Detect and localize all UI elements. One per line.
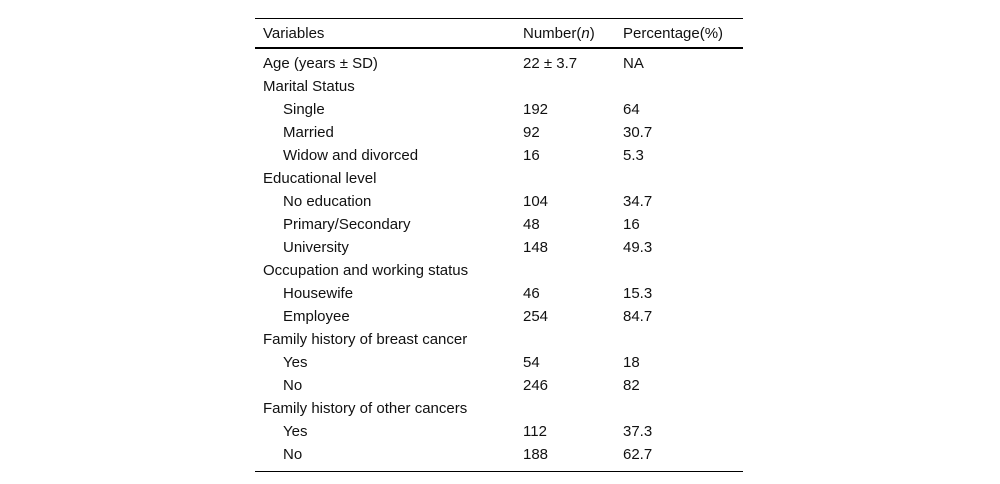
- cell-variable: Single: [283, 101, 325, 118]
- cell-percentage: 64: [623, 101, 640, 118]
- cell-variable: Family history of breast cancer: [263, 331, 468, 348]
- header-number-n: n: [581, 24, 590, 42]
- cell-variable: Occupation and working status: [263, 262, 469, 279]
- table-row: Family history of other cancers: [255, 397, 743, 420]
- header-percentage: Percentage(%): [623, 24, 724, 42]
- header-variables: Variables: [263, 24, 325, 42]
- table-row: No 246 82: [255, 374, 743, 397]
- cell-number: 22 ± 3.7: [523, 55, 578, 72]
- cell-variable: Married: [283, 124, 334, 141]
- cell-number: 48: [523, 216, 540, 233]
- cell-variable: Employee: [283, 308, 350, 325]
- cell-number: 104: [523, 193, 549, 210]
- cell-percentage: NA: [623, 55, 644, 72]
- cell-variable: No: [283, 377, 303, 394]
- table-row: University 148 49.3: [255, 236, 743, 259]
- table-row: Occupation and working status: [255, 259, 743, 282]
- header-number: Number(n): [523, 25, 623, 42]
- table-row: Age (years ± SD) 22 ± 3.7 NA: [255, 52, 743, 75]
- cell-percentage: 18: [623, 354, 640, 371]
- table-row: Educational level: [255, 167, 743, 190]
- table-row: Yes 54 18: [255, 351, 743, 374]
- header-number-suffix: ): [589, 24, 595, 42]
- table-header-row: Variables Number(n) Percentage(%): [255, 19, 743, 49]
- cell-percentage: 16: [623, 216, 640, 233]
- cell-percentage: 34.7: [623, 193, 653, 210]
- header-number-prefix: Number(: [523, 24, 582, 42]
- table-body: Age (years ± SD) 22 ± 3.7 NA Marital Status…: [255, 49, 743, 471]
- table-row: Employee 254 84.7: [255, 305, 743, 328]
- cell-variable: Family history of other cancers: [263, 400, 468, 417]
- statistics-table: Variables Number(n) Percentage(%) Age (y…: [255, 18, 743, 472]
- cell-number: 112: [523, 423, 547, 440]
- cell-variable: Educational level: [263, 170, 377, 187]
- cell-percentage: 5.3: [623, 147, 644, 164]
- cell-variable: University: [283, 239, 349, 256]
- table-row: Yes 112 37.3: [255, 420, 743, 443]
- cell-number: 54: [523, 354, 540, 371]
- table-row: No 188 62.7: [255, 443, 743, 466]
- cell-number: 92: [523, 124, 540, 141]
- cell-percentage: 84.7: [623, 308, 653, 325]
- cell-variable: Marital Status: [263, 78, 355, 95]
- cell-variable: No education: [283, 193, 372, 210]
- table-row: Marital Status: [255, 75, 743, 98]
- cell-variable: Yes: [283, 423, 308, 440]
- cell-percentage: 30.7: [623, 124, 653, 141]
- cell-number: 188: [523, 446, 549, 463]
- table-row: Housewife 46 15.3: [255, 282, 743, 305]
- cell-number: 148: [523, 239, 549, 256]
- table-row: Primary/Secondary 48 16: [255, 213, 743, 236]
- cell-variable: Housewife: [283, 285, 354, 302]
- cell-percentage: 82: [623, 377, 640, 394]
- cell-percentage: 62.7: [623, 446, 653, 463]
- cell-percentage: 37.3: [623, 423, 653, 440]
- cell-number: 192: [523, 101, 549, 118]
- cell-variable: Yes: [283, 354, 308, 371]
- table-row: Married 92 30.7: [255, 121, 743, 144]
- cell-variable: No: [283, 446, 303, 463]
- cell-variable: Widow and divorced: [283, 147, 419, 164]
- cell-variable: Primary/Secondary: [283, 216, 411, 233]
- table-row: Widow and divorced 16 5.3: [255, 144, 743, 167]
- table-row: Family history of breast cancer: [255, 328, 743, 351]
- cell-number: 16: [523, 147, 540, 164]
- cell-number: 246: [523, 377, 549, 394]
- table-row: No education 104 34.7: [255, 190, 743, 213]
- cell-percentage: 49.3: [623, 239, 653, 256]
- cell-number: 254: [523, 308, 549, 325]
- cell-variable: Age (years ± SD): [263, 55, 378, 72]
- cell-percentage: 15.3: [623, 285, 653, 302]
- cell-number: 46: [523, 285, 540, 302]
- table-row: Single 192 64: [255, 98, 743, 121]
